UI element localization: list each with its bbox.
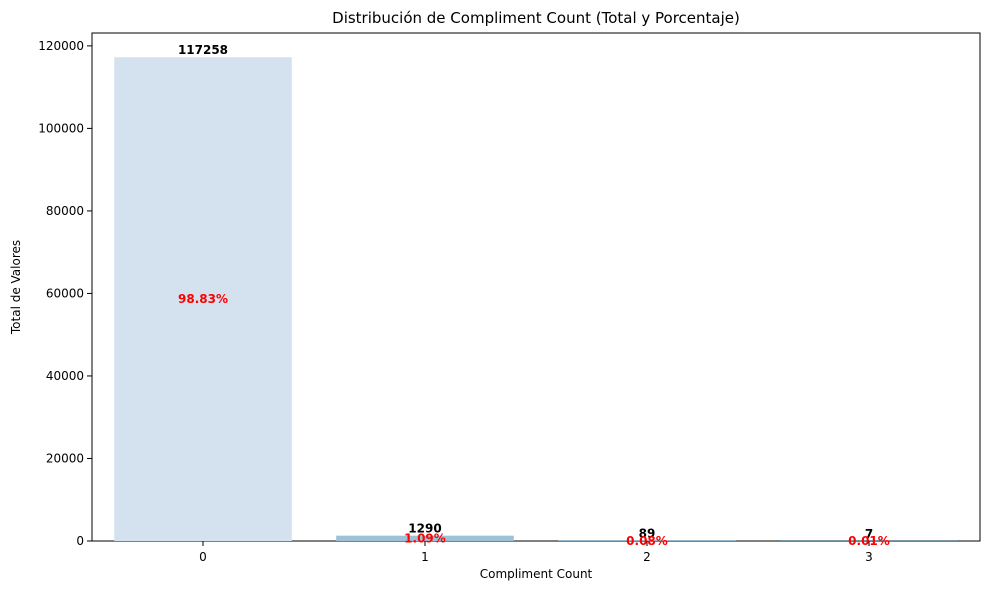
- chart-title: Distribución de Compliment Count (Total …: [332, 9, 740, 27]
- y-tick-label: 20000: [46, 451, 84, 465]
- value-label: 1290: [408, 522, 441, 536]
- x-tick-label: 1: [421, 550, 429, 564]
- bar: [336, 535, 514, 541]
- value-label: 89: [639, 527, 656, 541]
- bar: [780, 540, 958, 541]
- y-tick-label: 40000: [46, 369, 84, 383]
- bar: [558, 540, 736, 541]
- percent-label: 0.08%: [626, 534, 668, 548]
- x-axis: 0 1 2 3: [199, 541, 873, 564]
- percent-label: 1.09%: [404, 531, 446, 545]
- y-tick-label: 0: [76, 534, 84, 548]
- x-tick-label: 3: [865, 550, 873, 564]
- x-tick-label: 0: [199, 550, 207, 564]
- x-tick-label: 2: [643, 550, 651, 564]
- percent-label: 98.83%: [178, 292, 228, 306]
- value-label: 117258: [178, 43, 228, 57]
- x-axis-label: Compliment Count: [480, 567, 593, 581]
- y-axis-label: Total de Valores: [9, 240, 23, 335]
- value-label: 7: [865, 527, 873, 541]
- y-tick-label: 100000: [38, 121, 84, 135]
- y-tick-label: 60000: [46, 286, 84, 300]
- bars-group: [114, 57, 958, 542]
- y-tick-label: 80000: [46, 204, 84, 218]
- y-tick-label: 120000: [38, 39, 84, 53]
- percent-label: 0.01%: [848, 534, 890, 548]
- bar: [114, 57, 292, 542]
- plot-frame: [91, 32, 981, 542]
- y-axis: 0 20000 40000 60000 80000 100000 120000: [38, 39, 92, 548]
